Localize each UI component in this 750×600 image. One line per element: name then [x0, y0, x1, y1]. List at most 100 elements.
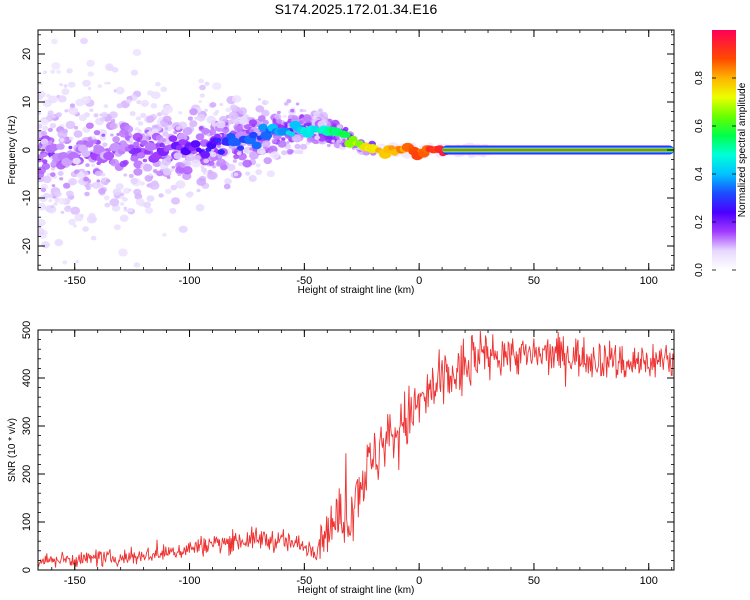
colorbar-ticks: 0.0 0.2 0.4 0.6 0.8 [694, 71, 736, 277]
spectrogram-blob [129, 142, 134, 145]
spectrogram-blob [63, 84, 68, 88]
spectrogram-blob [177, 172, 182, 177]
spectrogram-blob [40, 187, 47, 193]
spectrogram-blob [223, 183, 231, 190]
spectrogram-blob [236, 131, 244, 138]
spectrogram-blob [42, 175, 52, 184]
spectrogram-blob [204, 108, 208, 112]
spectrogram-blob [200, 165, 205, 169]
spectrogram-blob [67, 81, 76, 88]
spectrogram-ridge-blob [342, 131, 351, 138]
spectrogram-blob [209, 151, 217, 158]
spectrogram-blob [146, 115, 155, 123]
spectrogram-blob [194, 116, 198, 120]
spectrogram-blob [122, 197, 128, 202]
spectrogram-blob [63, 205, 72, 212]
spectrogram-blob [83, 176, 89, 182]
spectrogram-blob [282, 114, 287, 118]
spectrogram-blob [98, 188, 106, 195]
snr-xlabel: Height of straight line (km) [298, 585, 415, 596]
spectrogram-blob [177, 133, 188, 142]
spectrogram-blob [211, 122, 217, 127]
spectrogram-blob [317, 134, 327, 142]
spectrogram-blob [68, 178, 78, 186]
spectrogram-blob [160, 86, 168, 93]
spectrogram-blob [143, 201, 152, 208]
spectrogram-blob [86, 122, 94, 129]
spectrogram-blob [119, 214, 129, 222]
spectrogram-blob [208, 129, 217, 136]
spectrogram-blob [283, 102, 289, 106]
spectrogram-blob [48, 140, 53, 144]
spectrogram-blob [66, 198, 71, 203]
spectrogram-blob [42, 125, 49, 131]
spectrogram-blob [173, 152, 183, 160]
spectrogram-blob [93, 113, 99, 118]
spectrogram-marks [38, 37, 674, 268]
spectrogram-blob [153, 124, 159, 130]
spectrogram-blob [128, 173, 134, 179]
spectrogram-blob [115, 183, 124, 190]
x-tick-label: -150 [64, 575, 86, 587]
spectrogram-blob [87, 87, 92, 90]
spectrogram-blob [216, 158, 226, 167]
spectrogram-blob [51, 114, 56, 119]
spectrogram-blob [175, 126, 181, 131]
spectrogram-blob [196, 188, 201, 193]
spectrogram-blob [104, 81, 108, 85]
spectrogram-blob [58, 197, 66, 205]
spectrogram-blob [191, 159, 201, 168]
colorbar-tick-label: 0.0 [694, 263, 705, 277]
spectrogram-blob [262, 140, 271, 148]
spectrogram-blob [286, 99, 292, 104]
spectrogram-blob [294, 143, 301, 150]
spectrogram-blob [132, 132, 143, 142]
spectrogram-blob [75, 260, 79, 263]
spectrogram-blob [92, 181, 101, 189]
spectrogram-blob [286, 141, 290, 144]
spectrogram-ridge-blob [214, 137, 222, 143]
spectrogram-blob [195, 133, 205, 141]
spectrogram-blob [79, 213, 84, 218]
spectrogram-blob [51, 184, 56, 188]
spectrogram-blob [232, 159, 237, 163]
spectrogram-blob [57, 95, 67, 103]
spectrogram-blob [137, 129, 142, 134]
spectrogram-blob [228, 111, 239, 120]
spectrogram-blob [238, 161, 243, 167]
spectrogram-ridge-blob [178, 139, 187, 146]
spectrogram-blob [119, 202, 125, 206]
spectrogram-blob [133, 168, 143, 176]
spectrogram-blob [299, 108, 304, 113]
spectrogram-blob [224, 178, 232, 185]
spectrogram-ylabel: Frequency (Hz) [7, 116, 18, 185]
spectrogram-blob [38, 202, 46, 211]
snr-ylabel: SNR (10 * v/v) [7, 418, 18, 482]
spectrogram-blob [175, 166, 185, 175]
spectrogram-blob [227, 163, 236, 172]
spectrogram-ridge-blob [77, 144, 89, 153]
spectrogram-blob [178, 121, 188, 129]
colorbar-tick-label: 0.8 [694, 71, 705, 85]
spectrogram-blob [201, 167, 208, 173]
spectrogram-blob [331, 139, 335, 143]
spectrogram-blob [112, 136, 120, 143]
spectrogram-blob [245, 171, 251, 176]
spectrogram-blob [41, 241, 50, 249]
spectrogram-blob [69, 136, 74, 141]
spectrogram-blob [162, 131, 169, 137]
x-tick-label: 100 [640, 575, 658, 587]
spectrogram-blob [271, 138, 278, 144]
spectrogram-blob [62, 182, 71, 189]
spectrogram-blob [202, 172, 207, 175]
y-tick-label: 300 [21, 417, 33, 435]
y-tick-label: -10 [21, 190, 33, 206]
spectrogram-blob [97, 84, 103, 88]
spectrogram-blob [286, 148, 294, 155]
spectrogram-blob [144, 174, 153, 182]
spectrogram-blob [182, 127, 193, 136]
spectrogram-blob [132, 48, 142, 57]
spectrogram-ridge-blob [168, 135, 178, 143]
spectrogram-blob [234, 125, 243, 133]
